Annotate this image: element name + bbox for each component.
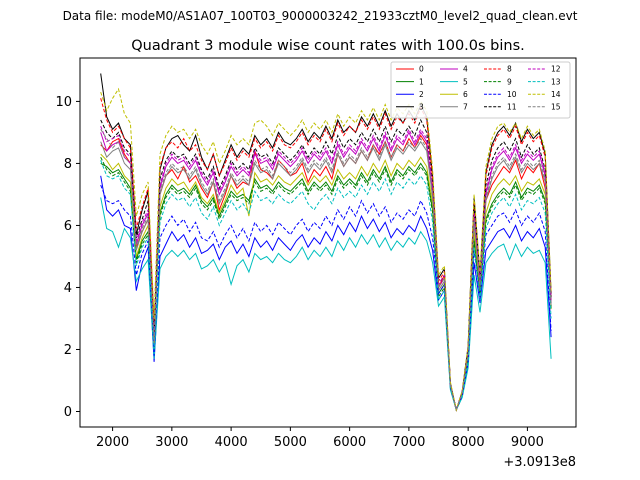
- series-line-9: [100, 156, 552, 412]
- y-tick-label: 0: [64, 405, 72, 420]
- legend-label-6: 6: [463, 90, 468, 99]
- y-tick-label: 6: [64, 219, 72, 234]
- series-line-12: [100, 126, 552, 412]
- x-tick-label: 5000: [274, 435, 307, 450]
- series-line-2: [100, 175, 552, 412]
- y-tick-label: 10: [55, 95, 72, 110]
- axis-ticks-group: 2000 3000 4000 5000 6000 7000 8000 9000 0 2 4 6 8 10: [55, 95, 544, 450]
- legend-label-11: 11: [507, 103, 517, 112]
- x-tick-label: 2000: [96, 435, 129, 450]
- legend-label-1: 1: [419, 77, 424, 86]
- plot-area-frame: [79, 57, 577, 428]
- series-line-11: [100, 118, 552, 412]
- y-tick-label: 8: [64, 157, 72, 172]
- legend-label-10: 10: [507, 90, 517, 99]
- legend-label-7: 7: [463, 103, 468, 112]
- legend-frame: [390, 61, 571, 119]
- series-line-5: [100, 197, 552, 412]
- legend-label-5: 5: [463, 77, 468, 86]
- plot-series-group: [100, 73, 552, 412]
- legend-label-12: 12: [551, 65, 561, 74]
- chart-suptitle: Data file: modeM0/AS1A07_100T03_90000032…: [63, 9, 578, 23]
- series-line-3: [100, 73, 552, 412]
- legend-label-4: 4: [463, 65, 468, 74]
- series-line-6: [100, 153, 552, 412]
- legend-label-14: 14: [551, 90, 561, 99]
- legend-label-8: 8: [507, 65, 512, 74]
- x-tick-label: 4000: [215, 435, 248, 450]
- x-tick-label: 3000: [155, 435, 188, 450]
- legend-label-3: 3: [419, 103, 424, 112]
- x-offset-label: +3.0913e8: [503, 455, 576, 470]
- legend-label-2: 2: [419, 90, 424, 99]
- x-tick-label: 7000: [392, 435, 425, 450]
- chart-title: Quadrant 3 module wise count rates with …: [131, 38, 525, 54]
- y-tick-label: 2: [64, 343, 72, 358]
- x-tick-label: 9000: [511, 435, 544, 450]
- legend-label-13: 13: [551, 77, 561, 86]
- x-tick-label: 6000: [333, 435, 366, 450]
- legend-label-0: 0: [419, 65, 424, 74]
- legend-label-9: 9: [507, 77, 512, 86]
- series-line-13: [100, 160, 552, 412]
- series-line-14: [100, 87, 552, 412]
- y-tick-label: 4: [64, 281, 72, 296]
- legend-label-15: 15: [551, 103, 561, 112]
- x-tick-label: 8000: [452, 435, 485, 450]
